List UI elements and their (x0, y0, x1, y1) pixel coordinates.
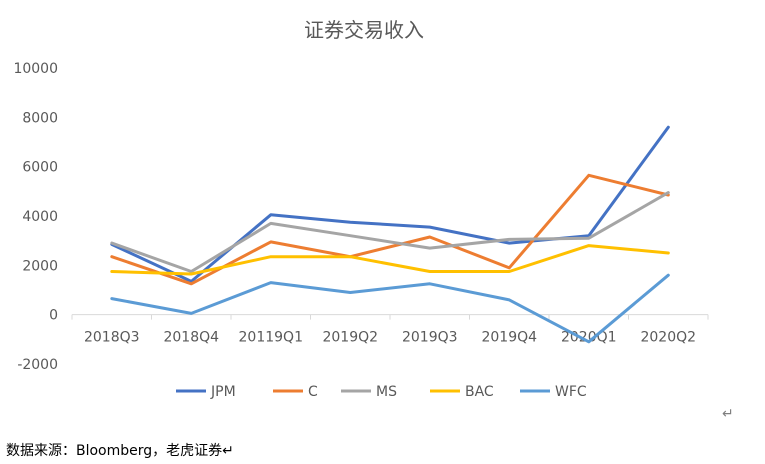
y-tick-label: 0 (49, 308, 58, 324)
legend-label-ms: MS (376, 384, 397, 400)
y-tick-label: 4000 (22, 209, 58, 225)
y-tick-label: -2000 (17, 357, 58, 373)
x-tick-label: 2019Q2 (322, 330, 378, 346)
legend: JPM C MS BAC WFC (176, 384, 587, 400)
paragraph-mark: ↵ (722, 406, 734, 422)
x-tick-label: 20119Q1 (239, 330, 303, 346)
x-tick-label: 2018Q4 (163, 330, 219, 346)
chart-title: 证券交易收入 (304, 18, 424, 42)
x-axis: 2018Q3 2018Q4 20119Q1 2019Q2 2019Q3 2019Q4 202… (71, 314, 709, 346)
series-group (110, 125, 670, 344)
y-tick-label: 2000 (22, 258, 58, 274)
source-note: 数据来源：Bloomberg，老虎证券↵ (6, 443, 234, 459)
x-tick-label: 2019Q4 (481, 330, 537, 346)
chart: 证券交易收入 -2000 0 2000 4000 6000 8000 10000 2018Q… (13, 18, 709, 400)
series-line-c (110, 173, 670, 286)
series-line-wfc (110, 273, 670, 344)
y-axis: -2000 0 2000 4000 6000 8000 10000 (13, 61, 58, 373)
y-tick-label: 6000 (22, 160, 58, 176)
legend-label-bac: BAC (465, 384, 494, 400)
y-tick-label: 10000 (13, 61, 58, 77)
legend-label-jpm: JPM (210, 384, 236, 400)
x-tick-label: 2019Q3 (402, 330, 458, 346)
series-line-bac (110, 244, 670, 276)
legend-label-wfc: WFC (555, 384, 587, 400)
legend-label-c: C (308, 384, 318, 400)
series-line-jpm (110, 125, 670, 283)
series-line-ms (110, 191, 670, 273)
y-tick-label: 8000 (22, 110, 58, 126)
x-tick-label: 2020Q2 (640, 330, 696, 346)
x-tick-label: 2018Q3 (84, 330, 140, 346)
